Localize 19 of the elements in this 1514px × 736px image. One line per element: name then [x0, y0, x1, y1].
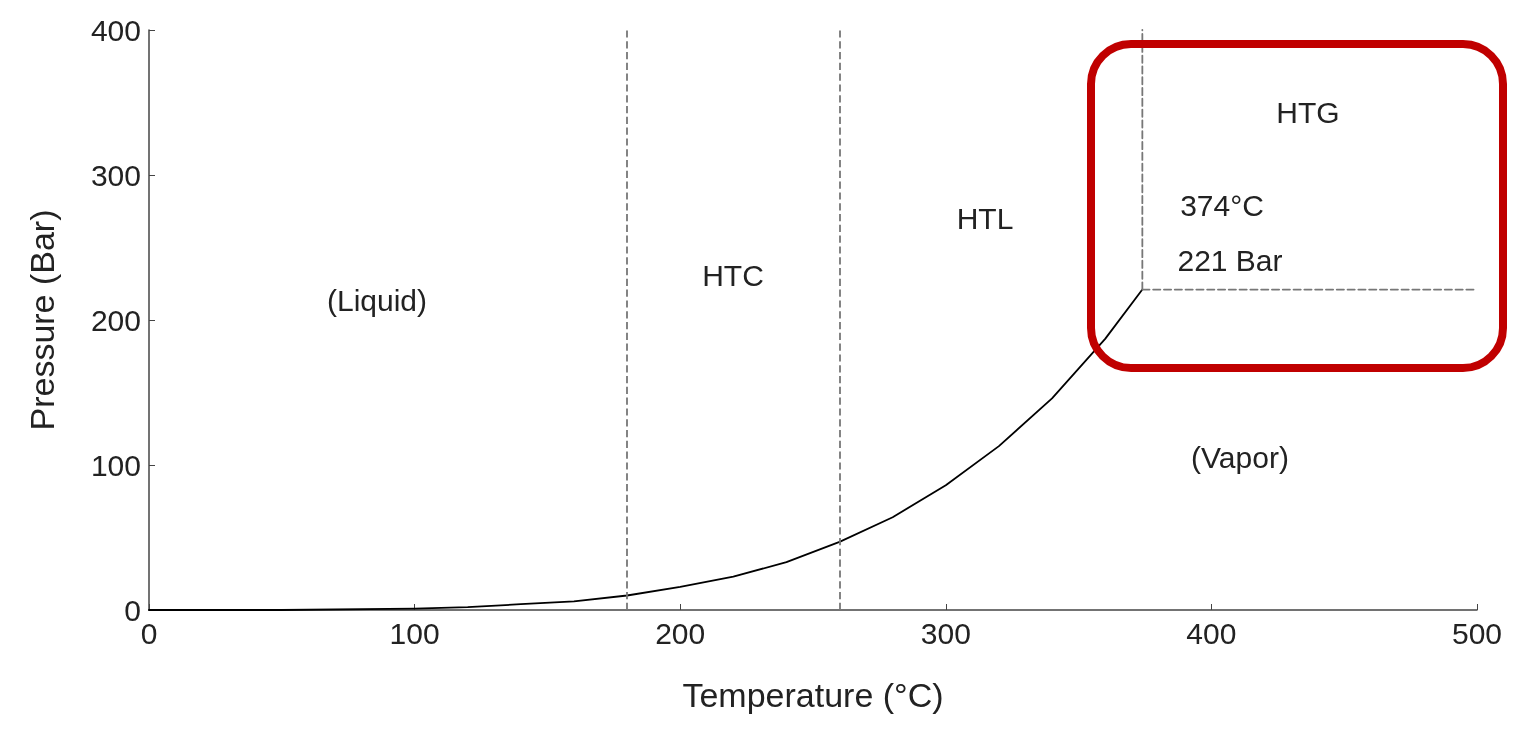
annotation: HTC: [702, 258, 764, 292]
annotation: HTL: [956, 201, 1014, 235]
annotation: (Vapor): [1191, 440, 1289, 474]
y-axis-title: Pressure (Bar): [23, 209, 61, 431]
annotation: 374°C: [1180, 188, 1264, 222]
annotation: HTG: [1276, 95, 1340, 129]
y-tick-label: 300: [90, 158, 141, 192]
x-tick-label: 500: [1451, 616, 1503, 650]
x-tick-label: 400: [1186, 616, 1237, 650]
y-tick-label: 0: [124, 593, 141, 627]
x-tick-label: 100: [389, 616, 440, 650]
x-tick-label: 200: [655, 616, 706, 650]
y-tick-label: 400: [90, 13, 141, 47]
y-tick-label: 100: [90, 448, 141, 482]
y-tick-label: 200: [90, 303, 141, 337]
x-axis-title: Temperature (°C): [682, 676, 944, 714]
x-tick-label: 300: [920, 616, 971, 650]
annotation: 221 Bar: [1177, 243, 1283, 277]
annotation: (Liquid): [326, 283, 428, 317]
